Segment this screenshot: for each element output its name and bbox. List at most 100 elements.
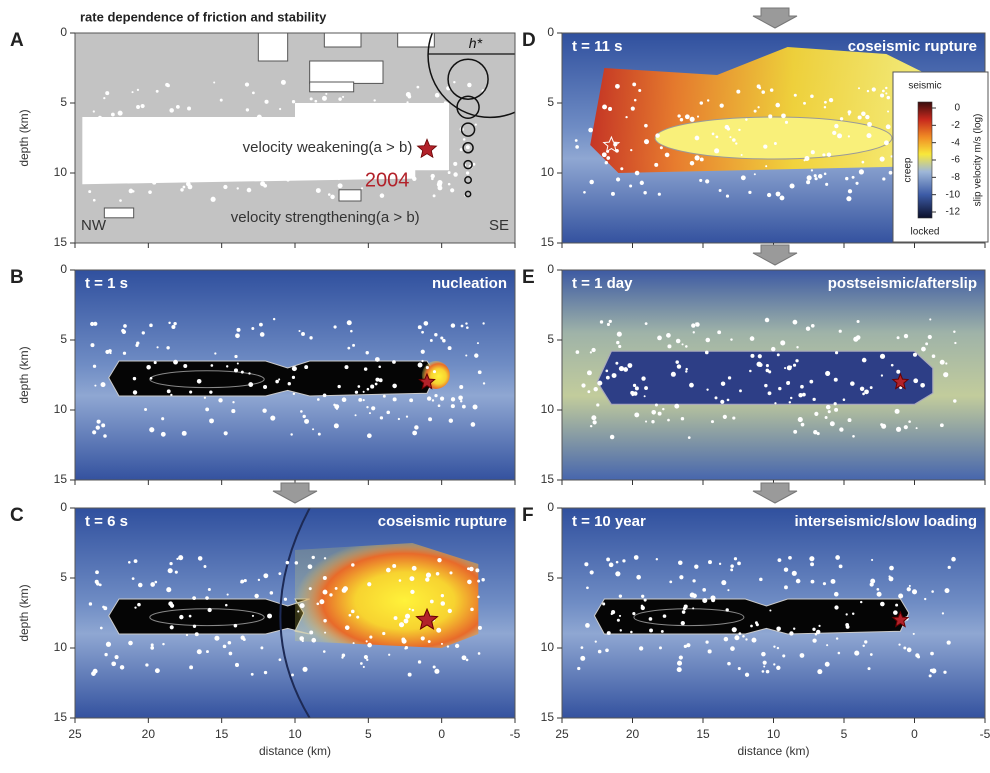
seismicity-dot	[699, 157, 704, 162]
seismicity-dot	[108, 171, 113, 176]
seismicity-dot	[131, 91, 134, 94]
seismicity-dot	[263, 183, 268, 188]
annotation: velocity weakening(a > b)	[243, 139, 413, 156]
seismicity-dot	[866, 89, 870, 93]
seismicity-dot	[847, 418, 852, 423]
seismicity-dot	[929, 318, 932, 321]
seismicity-dot	[366, 433, 372, 439]
seismicity-dot	[738, 128, 741, 132]
seismicity-dot	[427, 640, 431, 643]
seismicity-dot	[196, 378, 202, 384]
seismicity-dot	[727, 661, 731, 666]
seismicity-dot	[605, 648, 609, 653]
colorbar-tick-label: -10	[946, 189, 961, 200]
seismicity-dot	[605, 369, 609, 373]
seismicity-dot	[825, 404, 831, 410]
seismicity-dot	[98, 115, 102, 120]
y-tick-label: 0	[60, 25, 67, 39]
seismicity-dot	[657, 335, 662, 341]
seismicity-dot	[437, 557, 442, 563]
seismicity-dot	[764, 383, 768, 388]
seismicity-dot	[885, 92, 888, 95]
seismicity-dot	[136, 105, 141, 109]
seismicity-dot	[859, 386, 865, 392]
seismicity-dot	[810, 579, 815, 584]
seismicity-dot	[287, 381, 291, 386]
seismicity-dot	[825, 182, 829, 186]
seismicity-dot	[627, 363, 633, 368]
y-tick-label: 5	[547, 570, 554, 584]
seismicity-dot	[822, 153, 826, 157]
seismicity-dot	[765, 364, 769, 368]
seismicity-dot	[339, 164, 344, 169]
seismicity-dot	[692, 331, 695, 334]
seismicity-dot	[461, 404, 466, 409]
seismicity-dot	[890, 363, 894, 367]
seismicity-dot	[259, 332, 265, 337]
seismicity-dot	[846, 196, 852, 202]
seismicity-dot	[398, 622, 405, 628]
seismicity-dot	[602, 104, 608, 110]
seismicity-dot	[226, 593, 229, 596]
seismicity-dot	[880, 374, 884, 377]
seismicity-dot	[430, 173, 435, 179]
seismicity-dot	[467, 567, 470, 571]
seismicity-dot	[643, 139, 650, 145]
x-tick-label: 10	[288, 727, 302, 741]
seismicity-dot	[839, 427, 844, 432]
seismicity-dot	[717, 330, 722, 335]
seismicity-dot	[817, 669, 823, 675]
seismicity-dot	[775, 191, 781, 197]
seismicity-dot	[340, 190, 343, 193]
seismicity-dot	[625, 115, 628, 119]
seismicity-dot	[453, 161, 458, 166]
seismicity-dot	[768, 370, 772, 374]
seismicity-dot	[798, 392, 803, 398]
seismicity-dot	[434, 668, 440, 674]
seismicity-dot	[684, 114, 690, 120]
seismicity-dot	[792, 363, 797, 367]
seismicity-dot	[465, 322, 468, 325]
seismicity-dot	[411, 109, 415, 113]
seismicity-dot	[727, 589, 730, 592]
seismicity-dot	[366, 406, 369, 409]
seismicity-dot	[718, 562, 722, 566]
seismicity-dot	[171, 324, 176, 329]
seismicity-dot	[879, 353, 886, 359]
phase-label: nucleation	[432, 275, 507, 292]
seismicity-dot	[773, 663, 776, 666]
y-axis-label: depth (km)	[17, 584, 31, 641]
seismicity-dot	[409, 398, 414, 403]
seismicity-dot	[138, 119, 143, 124]
seismicity-dot	[100, 382, 106, 388]
seismicity-dot	[431, 177, 434, 181]
seismicity-dot	[804, 156, 810, 162]
seismicity-dot	[404, 158, 409, 163]
seismicity-dot	[398, 579, 402, 582]
seismicity-dot	[644, 386, 648, 390]
seismicity-dot	[920, 382, 925, 388]
star	[418, 372, 436, 390]
seismicity-dot	[678, 560, 683, 566]
star	[602, 135, 621, 153]
seismicity-dot	[214, 135, 218, 139]
seismicity-dot	[755, 623, 759, 627]
seismicity-dot	[343, 131, 346, 134]
seismicity-dot	[895, 426, 902, 432]
seismicity-dot	[742, 634, 745, 638]
seismicity-dot	[429, 599, 434, 604]
seismicity-dot	[474, 353, 479, 358]
seismicity-dot	[725, 194, 730, 198]
seismicity-dot	[270, 415, 276, 421]
seismicity-dot	[751, 637, 757, 643]
seismicity-dot	[312, 428, 315, 431]
seismicity-dot	[630, 148, 633, 152]
seismicity-dot	[609, 434, 615, 440]
seismicity-dot	[92, 198, 96, 202]
panel-letter: A	[10, 30, 24, 51]
seismicity-dot	[379, 416, 384, 420]
seismicity-dot	[599, 320, 604, 324]
seismicity-dot	[240, 579, 245, 584]
seismicity-dot	[787, 381, 791, 384]
wavefront	[279, 508, 311, 718]
